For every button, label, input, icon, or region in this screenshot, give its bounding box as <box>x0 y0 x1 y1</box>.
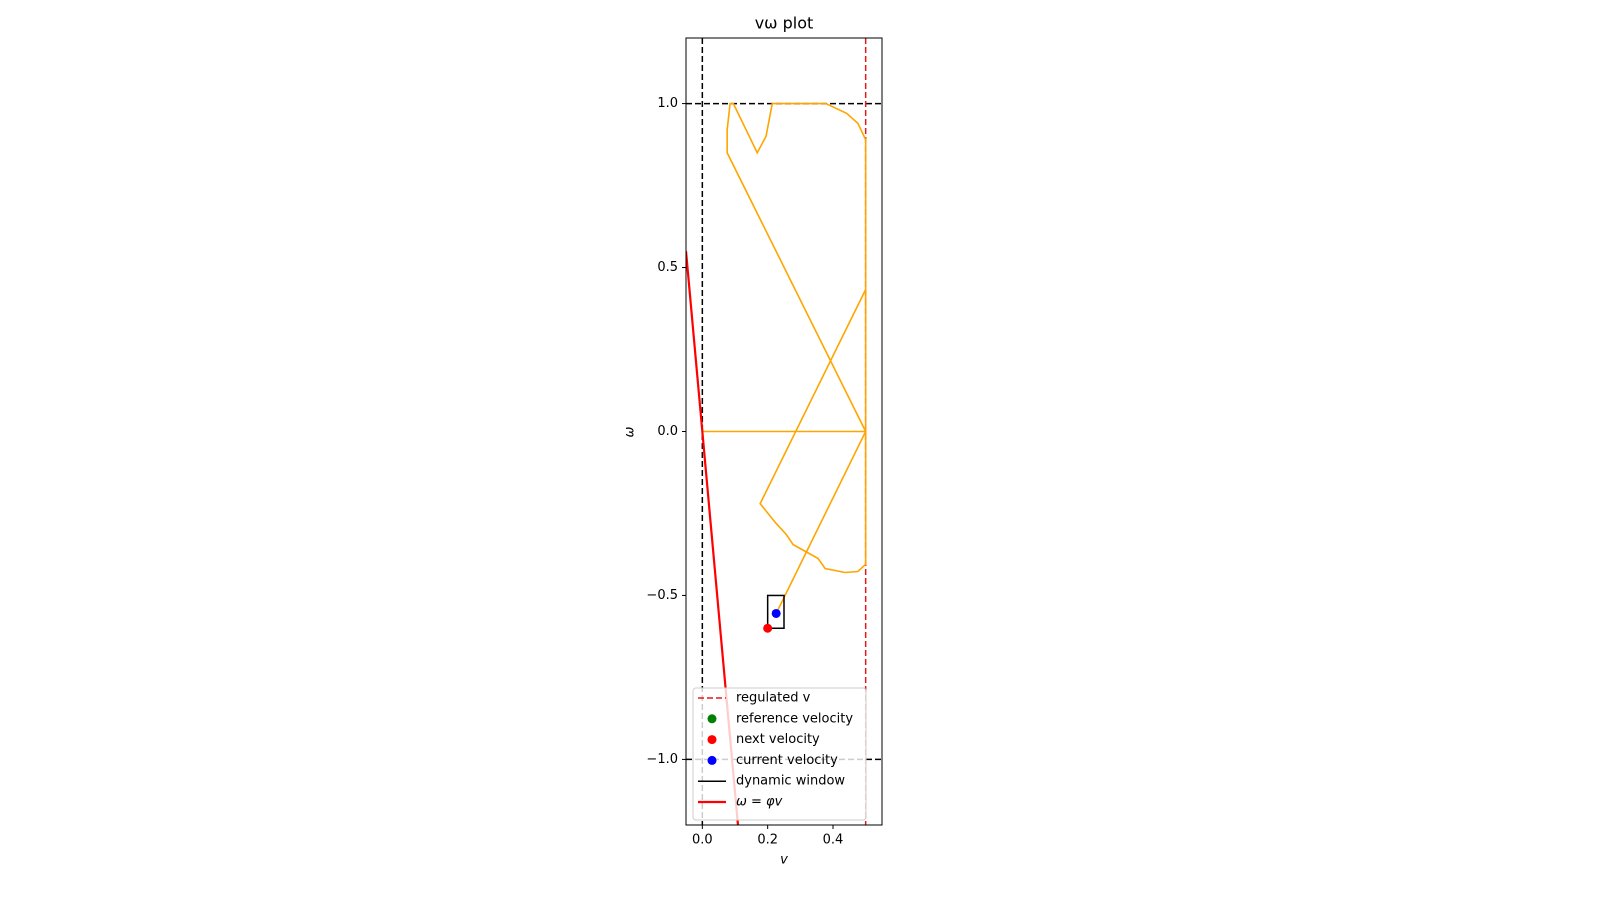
chart-title: vω plot <box>755 14 814 33</box>
legend: regulated v reference velocity next veloci… <box>692 687 867 821</box>
legend-marker <box>707 714 717 724</box>
legend-marker <box>707 735 717 745</box>
x-tick-label: 0.2 <box>757 833 778 848</box>
legend-label: current velocity <box>736 753 838 768</box>
series-line <box>702 102 867 614</box>
y-tick-label: −1.0 <box>646 752 678 767</box>
y-tick-label: 1.0 <box>657 96 678 111</box>
x-axis-label: v <box>780 853 788 868</box>
legend-label: reference velocity <box>736 711 853 726</box>
velocity-point <box>763 623 773 633</box>
x-tick-label: 0.4 <box>823 833 844 848</box>
legend-label: regulated v <box>736 691 811 706</box>
legend-label: next velocity <box>736 732 820 747</box>
legend-label: ω = φv <box>736 795 783 810</box>
y-tick-label: 0.0 <box>657 424 678 439</box>
velocity-point <box>771 608 781 618</box>
legend-marker <box>707 755 717 765</box>
y-tick-label: 0.5 <box>657 260 678 275</box>
dynamic-window <box>766 594 785 629</box>
y-axis-label: ω <box>623 426 638 437</box>
x-tick-label: 0.0 <box>692 833 713 848</box>
legend-box <box>692 687 867 821</box>
y-tick-label: −0.5 <box>646 588 678 603</box>
legend-label: dynamic window <box>736 774 845 789</box>
